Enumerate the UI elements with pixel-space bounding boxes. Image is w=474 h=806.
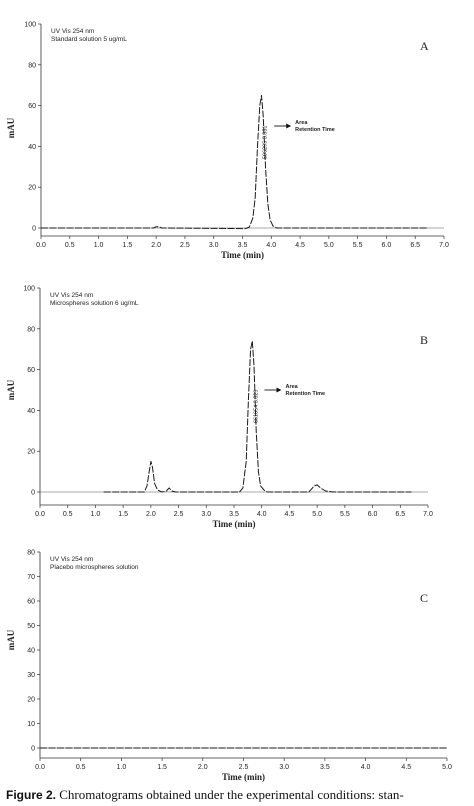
panel-letter: A: [420, 39, 429, 53]
x-tick-label: 1.5: [118, 511, 128, 518]
y-tick-label: 0: [31, 490, 35, 497]
x-tick-label: 7.0: [423, 511, 433, 518]
x-tick-label: 2.0: [198, 764, 208, 771]
x-tick-label: 0.0: [36, 242, 46, 249]
y-axis-label: mAU: [6, 117, 16, 138]
y-tick-label: 30: [27, 672, 35, 679]
panel-letter: C: [420, 591, 428, 605]
x-tick-label: 5.0: [312, 511, 322, 518]
panel-header-line: Standard solution 5 ug/mL: [51, 36, 127, 43]
peak-annotation: 661654 3.829: [253, 389, 259, 423]
x-tick-label: 0.0: [35, 764, 45, 771]
x-tick-label: 3.0: [201, 511, 211, 518]
x-tick-label: 0.0: [35, 511, 45, 518]
x-tick-label: 5.5: [353, 242, 363, 249]
x-tick-label: 6.0: [368, 511, 378, 518]
legend-label: Area: [285, 384, 298, 390]
x-axis-label: Time (min): [212, 519, 255, 529]
x-tick-label: 4.5: [285, 511, 295, 518]
panel-header-line: UV Vis 254 nm: [51, 28, 94, 35]
x-tick-label: 0.5: [76, 764, 86, 771]
figure-caption: Figure 2. Chromatograms obtained under t…: [6, 787, 474, 803]
legend-label: Area: [295, 120, 308, 126]
x-axis-label: Time (min): [222, 772, 265, 782]
y-tick-label: 70: [27, 574, 35, 581]
y-tick-label: 80: [28, 62, 36, 69]
x-tick-label: 4.0: [361, 764, 371, 771]
y-tick-label: 60: [28, 103, 36, 110]
x-tick-label: 1.0: [94, 242, 104, 249]
y-tick-label: 60: [27, 599, 35, 606]
x-tick-label: 3.5: [320, 764, 330, 771]
x-tick-label: 5.0: [442, 764, 452, 771]
x-tick-label: 6.0: [382, 242, 392, 249]
x-tick-label: 0.5: [63, 511, 73, 518]
x-tick-label: 6.5: [410, 242, 420, 249]
y-tick-label: 50: [27, 623, 35, 630]
x-tick-label: 2.5: [239, 764, 249, 771]
y-tick-label: 20: [27, 449, 35, 456]
x-tick-label: 1.5: [122, 242, 132, 249]
x-axis-label: Time (min): [221, 250, 264, 260]
legend-label: Retention Time: [295, 127, 335, 133]
legend-label: Retention Time: [285, 391, 325, 397]
x-tick-label: 3.5: [238, 242, 248, 249]
x-tick-label: 4.5: [295, 242, 305, 249]
caption-label: Figure 2.: [6, 788, 57, 802]
chart-panel-b: 0 20 40 60 80 100 0.0 0.5 1.0 1.5 2.0 2.5 3.0 3.5 4.0 4…: [6, 286, 433, 530]
x-tick-label: 4.0: [266, 242, 276, 249]
x-tick-label: 5.0: [324, 242, 334, 249]
x-tick-label: 1.0: [117, 764, 127, 771]
y-tick-label: 40: [27, 408, 35, 415]
x-tick-label: 3.0: [279, 764, 289, 771]
y-tick-label: 60: [27, 367, 35, 374]
y-tick-label: 40: [27, 648, 35, 655]
x-tick-label: 4.5: [401, 764, 411, 771]
x-tick-label: 2.5: [174, 511, 184, 518]
x-tick-label: 2.0: [146, 511, 156, 518]
y-tick-label: 100: [23, 286, 35, 293]
chart-panel-a: 0 20 40 60 80 100 0.0 0.5 1.0 1.5 2.0 2.5 3.0 3.5 4.0 4…: [6, 22, 449, 261]
y-tick-label: 80: [27, 326, 35, 333]
x-tick-label: 5.5: [340, 511, 350, 518]
panel-header-line: UV Vis 254 nm: [50, 556, 93, 563]
legend-arrow-head: [276, 387, 282, 393]
caption-text: Chromatograms obtained under the experim…: [59, 787, 404, 802]
y-tick-label: 80: [27, 550, 35, 557]
y-axis-label: mAU: [6, 629, 16, 650]
chart-panel-c: 0 10 20 30 40 50 60 70 80 0.0 0.5 1.0 1.5 2.0 2.5 3.0 3.…: [6, 550, 452, 783]
x-tick-label: 6.5: [395, 511, 405, 518]
y-tick-label: 0: [31, 746, 35, 753]
x-tick-label: 2.5: [180, 242, 190, 249]
y-tick-label: 0: [32, 226, 36, 233]
x-tick-label: 3.5: [229, 511, 239, 518]
y-axis-label: mAU: [6, 379, 16, 400]
panel-header-line: Microspheres solution 6 ug/mL: [50, 300, 139, 307]
x-tick-label: 0.5: [65, 242, 75, 249]
y-tick-label: 100: [24, 22, 36, 29]
panel-header-line: Placebo microspheres solution: [50, 564, 139, 571]
y-tick-label: 10: [27, 721, 35, 728]
x-tick-label: 7.0: [439, 242, 449, 249]
x-tick-label: 4.0: [257, 511, 267, 518]
y-tick-label: 20: [28, 185, 36, 192]
panel-header-line: UV Vis 254 nm: [50, 292, 93, 299]
x-tick-label: 1.5: [157, 764, 167, 771]
legend-arrow-head: [286, 123, 292, 129]
y-tick-label: 20: [27, 697, 35, 704]
x-tick-label: 1.0: [91, 511, 101, 518]
x-tick-label: 3.0: [209, 242, 219, 249]
panel-letter: B: [420, 333, 428, 347]
peak-annotation: 596295 3.831: [263, 125, 269, 159]
x-tick-label: 2.0: [151, 242, 161, 249]
y-tick-label: 40: [28, 144, 36, 151]
chromatogram-trace: [41, 94, 427, 230]
